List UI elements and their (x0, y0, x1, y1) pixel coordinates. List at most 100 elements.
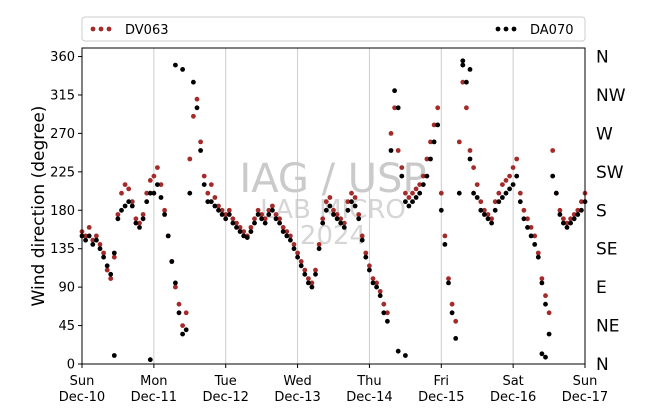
da070-point-117 (500, 195, 505, 200)
da070-point-42 (230, 220, 236, 226)
y-tick-label-7: 315 (50, 88, 75, 103)
da070-point-31 (191, 79, 196, 85)
series-layer (79, 58, 588, 363)
da070-point-112 (482, 212, 487, 217)
da070-point-133 (557, 212, 563, 217)
da070-point-68 (323, 207, 329, 213)
dv063-point-54 (273, 212, 279, 217)
dv063-point-113 (485, 212, 491, 217)
da070-point-146 (403, 353, 408, 358)
y-tick-label-0: 0 (67, 358, 75, 373)
dv063-point-102 (446, 276, 451, 281)
da070-point-131 (550, 173, 556, 179)
legend-marker-0-dot-1 (98, 26, 104, 32)
dv063-point-53 (270, 203, 275, 209)
da070-point-118 (503, 190, 509, 196)
da070-point-132 (553, 190, 559, 196)
da070-point-7 (104, 263, 110, 269)
da070-point-135 (564, 225, 570, 230)
dv063-point-83 (377, 289, 383, 294)
dv063-point-36 (208, 182, 214, 188)
dv063-point-117 (500, 182, 505, 188)
da070-point-86 (388, 148, 394, 153)
da070-point-129 (543, 301, 548, 307)
dv063-point-51 (262, 216, 268, 222)
da070-point-120 (510, 182, 516, 188)
dv063-point-106 (460, 79, 466, 85)
da070-point-103 (449, 310, 455, 316)
da070-point-123 (521, 216, 527, 222)
da070-point-113 (485, 216, 491, 222)
dv063-point-139 (579, 199, 584, 205)
da070-point-64 (309, 284, 315, 290)
dv063-point-16 (137, 220, 142, 226)
dv063-point-115 (492, 199, 498, 205)
y-tick-label-6: 270 (50, 127, 75, 142)
dv063-point-17 (140, 212, 146, 217)
da070-point-27 (176, 310, 182, 316)
legend: DV063 DA070 (81, 16, 586, 42)
legend-marker-da070 (495, 26, 517, 32)
dv063-point-66 (316, 242, 322, 247)
da070-point-1 (83, 237, 88, 243)
da070-point-100 (438, 207, 444, 213)
dv063-point-33 (198, 139, 204, 145)
legend-frame (81, 16, 586, 42)
da070-point-142 (147, 357, 153, 363)
da070-point-67 (320, 220, 326, 226)
dv063-point-8 (108, 276, 114, 281)
dv063-point-22 (158, 182, 164, 188)
dv063-point-133 (557, 207, 563, 213)
da070-point-106 (460, 62, 466, 68)
dv063-point-126 (532, 233, 538, 239)
da070-point-47 (248, 229, 254, 235)
da070-point-124 (525, 225, 530, 230)
dv063-point-52 (266, 207, 272, 213)
dv063-point-108 (467, 148, 473, 153)
da070-point-108 (467, 156, 473, 162)
watermark: IAG / USP LAB MICRO 2024 (239, 156, 426, 251)
da070-point-98 (431, 139, 437, 145)
da070-point-76 (352, 203, 358, 209)
dv063-point-80 (367, 263, 372, 269)
da070-point-17 (140, 216, 146, 222)
da070-point-72 (338, 220, 344, 226)
da070-point-91 (406, 203, 412, 209)
direction-label-2: E (596, 278, 607, 298)
da070-point-97 (428, 156, 433, 162)
x-tick-day-2: Tue (214, 374, 237, 389)
x-axis-ticks: SunDec-10MonDec-11TueDec-12WedDec-13ThuD… (59, 364, 608, 405)
da070-point-53 (270, 207, 275, 213)
vertical-grid (153, 48, 514, 364)
da070-point-60 (295, 254, 300, 260)
da070-point-95 (420, 182, 426, 188)
da070-point-80 (367, 267, 372, 273)
dv063-point-127 (535, 250, 541, 256)
right-direction-labels: N NE E SE S SW W NW N (596, 48, 626, 375)
da070-point-20 (151, 190, 157, 196)
da070-point-147 (460, 58, 466, 64)
da070-point-14 (129, 203, 135, 209)
da070-point-45 (241, 233, 247, 239)
da070-point-122 (517, 199, 523, 205)
y-tick-label-8: 360 (50, 50, 75, 65)
x-tick-date-7: Dec-17 (562, 390, 608, 405)
dv063-point-99 (435, 105, 441, 111)
da070-point-102 (446, 280, 451, 286)
dv063-point-39 (219, 207, 225, 213)
dv063-point-2 (86, 225, 92, 230)
dv063-point-87 (392, 105, 397, 111)
da070-point-4 (94, 237, 99, 243)
dv063-point-101 (442, 233, 448, 239)
dv063-point-42 (230, 216, 236, 222)
dv063-point-18 (144, 190, 150, 196)
da070-point-65 (313, 271, 318, 277)
da070-point-74 (345, 207, 351, 213)
da070-point-116 (496, 199, 502, 205)
dv063-point-116 (496, 190, 502, 196)
da070-point-19 (147, 190, 153, 196)
dv063-point-63 (306, 276, 311, 281)
da070-point-23 (162, 212, 168, 217)
dv063-point-58 (288, 233, 293, 239)
da070-point-11 (119, 207, 124, 213)
